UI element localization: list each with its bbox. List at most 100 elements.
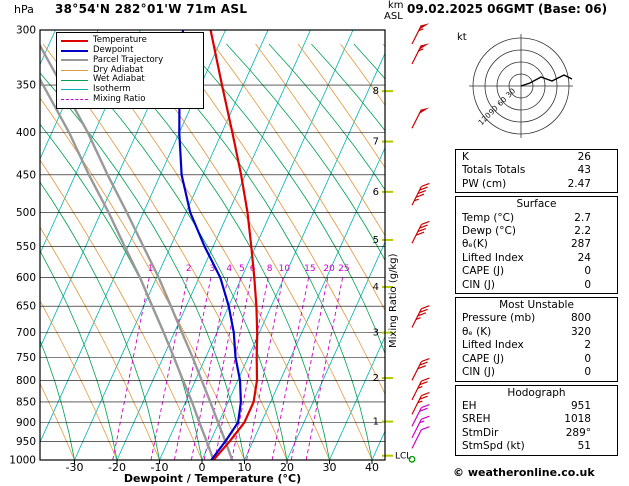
stat-value: 0 [584,278,591,291]
temperature-tick-label: -20 [108,461,126,474]
stats-box-indices: K 26 Totals Totals 43 PW (cm) 2.47 [455,149,618,194]
legend-items: Temperature Dewpoint Parcel Trajectory Dry … [61,36,199,105]
km-tick-label: 8 [373,86,379,97]
stat-label: CAPE (J) [462,265,505,278]
stat-value: 2.7 [574,211,591,224]
stat-label: CIN (J) [462,366,495,379]
pressure-tick-label: 850 [16,397,36,409]
stat-label: Lifted Index [462,251,524,264]
stat-label: θₑ (K) [462,325,492,338]
stat-row: Pressure (mb) 800 [456,312,617,325]
legend-line-sample [61,49,88,52]
stats-box-surface: Surface Temp (°C) 2.7 Dewp (°C) 2.2 θₑ(K) 287 L… [455,196,618,295]
mixing-ratio-value: 20 [323,264,335,274]
stat-value: 951 [570,399,591,412]
stats-box-most-unstable: Most Unstable Pressure (mb) 800 θₑ (K) 320 Li… [455,297,618,382]
stat-value: 43 [577,164,591,177]
stat-value: 0 [584,366,591,379]
mixing-ratio-value: 15 [304,264,315,274]
stat-label: Pressure (mb) [462,312,536,325]
stat-row: K 26 [456,151,617,164]
stats-box-hodograph: Hodograph EH 951 SREH 1018 StmDir 289° StmSpd (… [455,384,618,456]
legend-item: Temperature [61,36,199,46]
legend-label: Parcel Trajectory [93,54,164,65]
stat-value: 320 [570,325,591,338]
wind-barb [411,357,430,381]
stats-panel: K 26 Totals Totals 43 PW (cm) 2.47 Surface Temp… [455,149,618,459]
stat-row: StmSpd (kt) 51 [456,440,617,453]
pressure-tick-label: 650 [16,301,36,313]
stat-value: 2 [584,339,591,352]
temperature-curve [209,30,259,460]
temperature-tick-label: -10 [151,461,169,474]
dewpoint-curve [178,30,242,460]
stat-value: 51 [577,440,591,453]
pressure-tick-label: 300 [16,25,36,37]
stat-row: StmDir 289° [456,427,617,440]
stat-row: Lifted Index 2 [456,339,617,352]
stat-value: 26 [577,151,591,163]
stat-row: CIN (J) 0 [456,279,617,292]
pressure-tick-label: 950 [16,436,36,448]
legend-item: Isotherm [61,85,199,95]
station-title: 38°54'N 282°01'W 71m ASL [55,2,248,16]
stat-label: θₑ(K) [462,238,488,251]
stat-label: SREH [462,413,491,426]
x-axis-title: Dewpoint / Temperature (°C) [123,472,302,485]
temperature-tick-label: 20 [280,461,294,474]
stat-row: Dewp (°C) 2.2 [456,225,617,238]
stat-row: SREH 1018 [456,413,617,426]
legend-line-sample [61,89,88,91]
legend: Temperature Dewpoint Parcel Trajectory Dry … [56,32,204,109]
stat-label: Temp (°C) [462,211,515,224]
km-tick-label: 6 [373,187,379,198]
run-datetime-title: 09.02.2025 06GMT (Base: 06) [407,2,608,16]
legend-label: Dry Adiabat [93,64,144,75]
wind-barb [411,392,430,415]
legend-item: Mixing Ratio [61,94,199,105]
pressure-tick-label: 800 [16,375,36,387]
wind-barb [411,182,430,206]
temperature-tick-label: 0 [199,461,206,474]
stat-label: Lifted Index [462,339,524,352]
stat-value: 287 [570,238,591,251]
hodograph-unit-label: kt [457,32,467,43]
legend-item: Wet Adiabat [61,75,199,85]
stat-label: CIN (J) [462,278,495,291]
km-tick-label: 4 [373,282,379,293]
stat-value: 0 [584,265,591,278]
km-tick-label: 5 [373,235,379,246]
stat-label: EH [462,399,477,412]
stat-value: 0 [584,352,591,365]
temperature-tick-label: -30 [66,461,84,474]
legend-label: Temperature [93,35,147,46]
stat-row: θₑ (K) 320 [456,326,617,339]
mixing-ratio-axis-title: Mixing Ratio (g/kg) [388,253,399,348]
wind-barb [411,415,430,439]
km-tick-label: 7 [373,137,379,148]
stat-value: 1018 [564,413,591,426]
pressure-tick-label: 450 [16,169,36,181]
stats-box-title: Most Unstable [499,299,574,312]
wind-barb [411,23,430,45]
pressure-tick-label: 500 [16,207,36,219]
mixing-ratio-value: 25 [338,264,349,274]
wind-barb [411,377,430,401]
km-axis-unit: km [388,0,404,11]
km-tick-label: 3 [373,328,379,339]
stat-value: 24 [577,251,591,264]
wind-barb [411,426,430,449]
legend-line-sample [61,59,88,62]
wind-barbs [408,23,430,463]
km-axis: 8 7 6 5 4 3 2 1 LCL [373,86,412,462]
stat-row: CAPE (J) 0 [456,353,617,366]
stat-label: Dewp (°C) [462,225,516,238]
stat-row: θₑ(K) 287 [456,238,617,251]
wind-barb [408,455,416,463]
stats-box-title: Hodograph [507,386,566,399]
mixing-ratio-value: 2 [186,264,192,274]
stat-label: StmDir [462,426,499,439]
mixing-ratio-value: 5 [239,264,245,274]
